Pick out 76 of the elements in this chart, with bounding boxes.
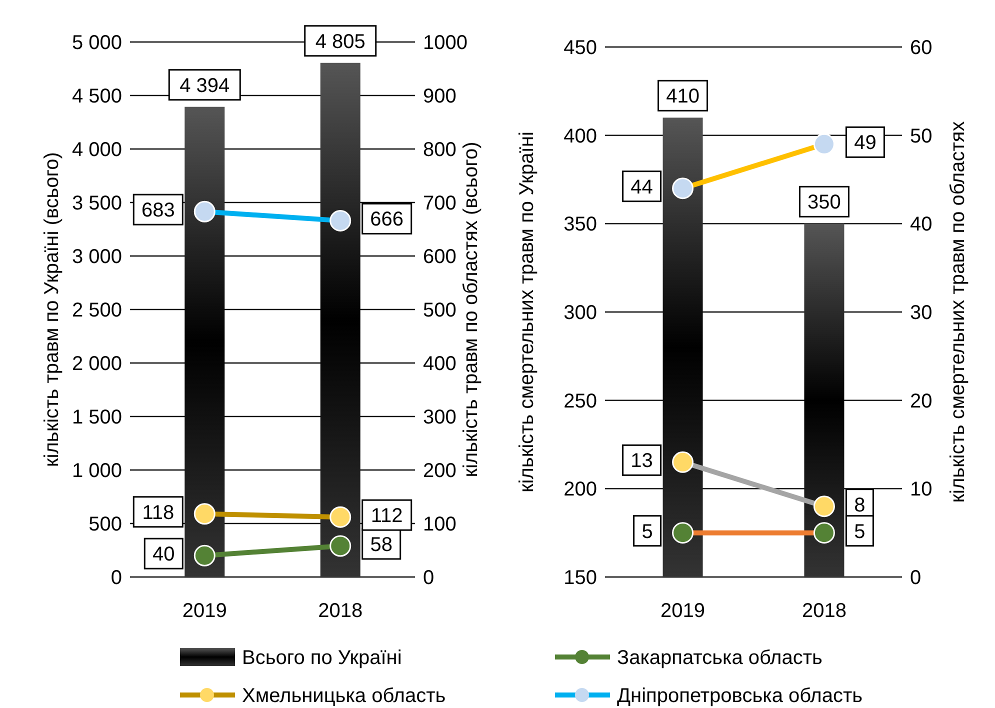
y2-axis-title: кількість смертельних травм по областях	[947, 121, 969, 503]
data-label: 5	[854, 520, 866, 543]
y-tick-label: 4 000	[72, 139, 122, 161]
data-label: 683	[141, 200, 175, 222]
data-label: 410	[666, 86, 700, 108]
y2-axis-title: кількість травм по областях (всього)	[460, 142, 482, 478]
x-tick-label: 2019	[182, 600, 227, 622]
x-tick-label: 2019	[660, 600, 706, 622]
y-tick-label: 5 000	[72, 32, 122, 54]
y2-tick-label: 100	[423, 514, 456, 536]
data-label: 118	[142, 502, 174, 524]
data-label: 666	[370, 208, 404, 231]
y-tick-label: 500	[88, 514, 122, 536]
y-tick-label: 350	[564, 214, 597, 236]
y2-tick-label: 500	[423, 300, 456, 322]
y2-tick-label: 200	[423, 460, 456, 482]
y-tick-label: 1 000	[72, 460, 122, 482]
y-tick-label: 300	[564, 302, 597, 324]
point	[813, 522, 835, 544]
legend-label: Дніпропетровська область	[617, 685, 863, 707]
y2-tick-label: 10	[910, 478, 932, 501]
y2-tick-label: 40	[910, 214, 932, 236]
y2-tick-label: 800	[423, 139, 456, 161]
y-tick-label: 450	[564, 37, 597, 59]
y2-tick-label: 50	[910, 125, 932, 148]
y2-tick-label: 900	[423, 86, 456, 108]
y-tick-label: 4 500	[72, 86, 122, 108]
x-tick-label: 2018	[802, 600, 846, 622]
y2-tick-label: 30	[910, 302, 932, 324]
data-label: 5	[642, 520, 653, 543]
point	[194, 503, 216, 525]
y-tick-label: 250	[564, 390, 597, 412]
y-tick-label: 0	[110, 567, 122, 589]
point	[813, 496, 835, 518]
y2-tick-label: 1000	[423, 32, 468, 54]
y2-tick-label: 0	[423, 567, 434, 589]
y-tick-label: 400	[564, 125, 597, 148]
y-tick-label: 3 500	[72, 192, 122, 214]
data-label: 44	[630, 176, 653, 198]
point	[330, 210, 352, 232]
point	[194, 200, 216, 222]
data-label: 4 394	[180, 74, 230, 97]
x-tick-label: 2018	[318, 600, 363, 622]
y2-tick-label: 600	[423, 246, 456, 268]
y-axis-title: кількість смертельних травм по Україні	[516, 132, 538, 492]
point	[813, 133, 835, 155]
data-label: 112	[370, 505, 403, 528]
y-axis-title: кількість травм по Україні (всього)	[41, 152, 63, 467]
y2-tick-label: 700	[423, 192, 456, 214]
data-label: 8	[854, 494, 866, 516]
point	[672, 451, 694, 473]
legend-label: Хмельницька область	[242, 685, 446, 707]
legend-label: Закарпатська область	[617, 647, 822, 669]
y-tick-label: 200	[564, 478, 597, 501]
y2-tick-label: 60	[910, 37, 932, 59]
data-label: 13	[630, 450, 653, 472]
point	[194, 544, 216, 566]
point	[330, 506, 352, 528]
y2-tick-label: 300	[423, 406, 456, 428]
point	[672, 178, 694, 200]
data-label: 40	[152, 544, 175, 566]
legend-label: Всього по Україні	[242, 647, 402, 669]
y2-tick-label: 0	[910, 567, 922, 589]
data-label: 4 805	[315, 30, 366, 53]
y-tick-label: 2 000	[72, 353, 122, 375]
y2-tick-label: 20	[910, 390, 932, 412]
point	[330, 535, 352, 557]
data-label: 58	[370, 534, 392, 556]
y2-tick-label: 400	[423, 353, 456, 375]
y-tick-label: 1 500	[72, 406, 122, 428]
y-tick-label: 3 000	[72, 246, 122, 268]
data-label: 350	[808, 192, 841, 214]
data-label: 49	[854, 132, 876, 154]
y-tick-label: 150	[564, 567, 597, 589]
y-tick-label: 2 500	[72, 300, 122, 322]
point	[672, 522, 694, 544]
